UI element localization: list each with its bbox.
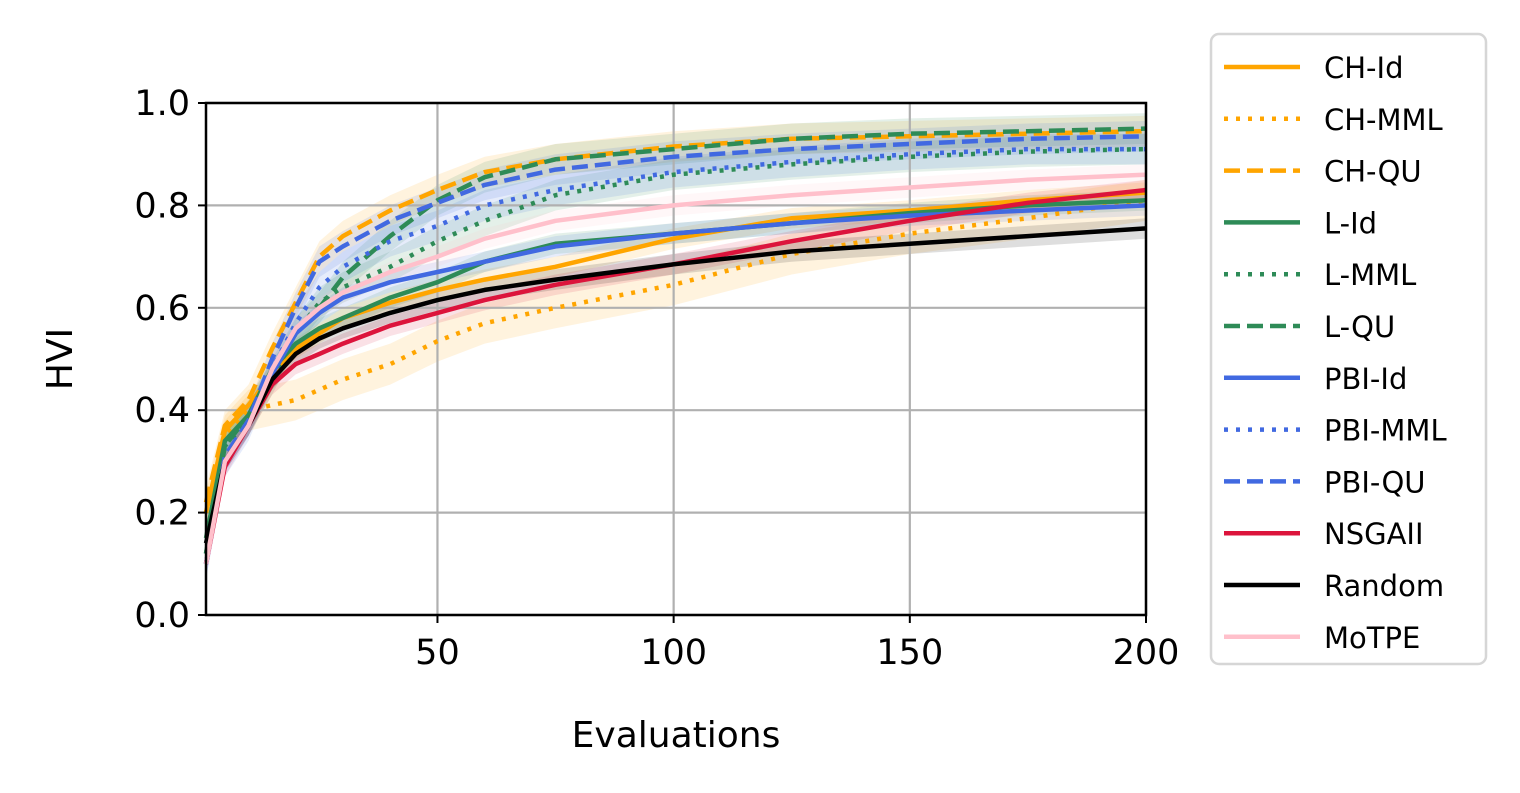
legend-box (1209, 32, 1488, 666)
y-tick-label: 0.2 (134, 494, 190, 534)
x-tick-label: 100 (640, 633, 707, 673)
legend-entry: NSGAII (1224, 517, 1424, 551)
y-axis-label: HVI (40, 328, 81, 390)
legend-label: Random (1324, 569, 1444, 603)
band-random (206, 218, 1146, 554)
legend-label: L-MML (1324, 258, 1416, 292)
legend-label: CH-Id (1324, 51, 1403, 85)
legend-label: PBI-Id (1324, 362, 1407, 396)
x-tick-label: 50 (415, 633, 460, 673)
legend-entry: CH-Id (1224, 51, 1403, 85)
legend: CH-Id CH-MML CH-QU L-Id L-MML L-QU PBI-Id PBI-M… (1209, 32, 1488, 666)
plot-frame (204, 101, 1148, 617)
y-tick-label: 0.6 (134, 289, 190, 329)
legend-entry: CH-QU (1224, 155, 1422, 189)
band-nsgaii (206, 179, 1146, 575)
legend-entry: L-Id (1224, 206, 1377, 240)
band-l-mml (206, 133, 1146, 569)
band-ch-mml (206, 179, 1146, 534)
legend-entry: PBI-QU (1224, 465, 1426, 499)
line-ch-mml (203, 198, 1147, 514)
line-motpe (203, 172, 1147, 565)
legend-label: CH-MML (1324, 103, 1443, 137)
y-tick-label: 0.0 (134, 596, 190, 636)
y-axis-ticks: 0.0 0.2 0.4 0.6 0.8 1.0 (134, 84, 206, 636)
x-tick-label: 150 (876, 633, 943, 673)
line-pbi-qu (203, 134, 1147, 565)
x-axis-label: Evaluations (572, 715, 781, 756)
legend-label: MoTPE (1324, 621, 1420, 655)
y-tick-label: 0.8 (134, 186, 190, 226)
legend-label: L-Id (1324, 206, 1377, 240)
x-tick-label: 200 (1113, 633, 1180, 673)
legend-label: CH-QU (1324, 155, 1422, 189)
legend-entry: PBI-MML (1224, 414, 1447, 448)
legend-entry: L-MML (1224, 258, 1416, 292)
series-lines (203, 126, 1147, 565)
legend-label: PBI-QU (1324, 465, 1426, 499)
legend-entry: MoTPE (1224, 621, 1420, 655)
legend-label: L-QU (1324, 310, 1395, 344)
legend-entry: L-QU (1224, 310, 1395, 344)
legend-entry: CH-MML (1224, 103, 1443, 137)
x-axis-ticks: 50 100 150 200 (415, 615, 1179, 673)
legend-entry: Random (1224, 569, 1444, 603)
legend-label: NSGAII (1324, 517, 1424, 551)
legend-entry: PBI-Id (1224, 362, 1407, 396)
y-tick-label: 0.4 (134, 391, 190, 431)
legend-label: PBI-MML (1324, 414, 1447, 448)
y-tick-label: 1.0 (134, 84, 190, 124)
